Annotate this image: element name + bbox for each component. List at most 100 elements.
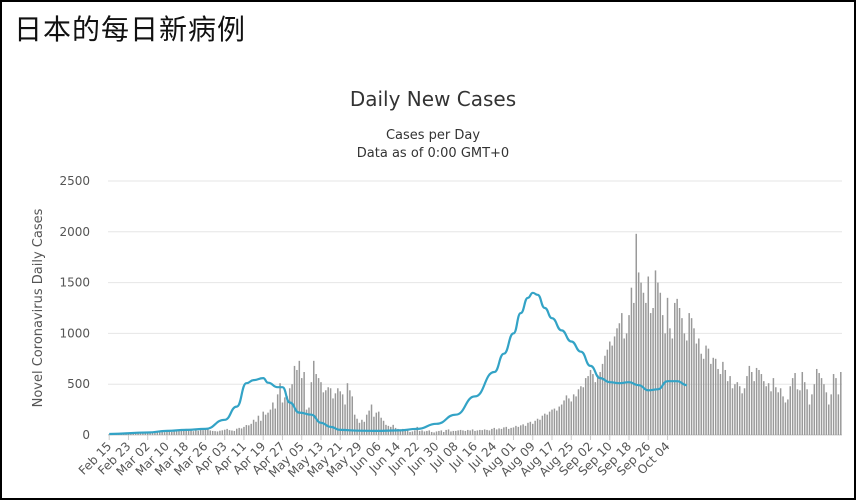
bar bbox=[430, 431, 433, 435]
bar bbox=[216, 431, 219, 435]
bar bbox=[820, 378, 823, 435]
bar bbox=[659, 292, 662, 435]
bar bbox=[832, 374, 835, 435]
bar bbox=[763, 381, 765, 435]
bar bbox=[332, 398, 334, 435]
bar bbox=[409, 431, 411, 435]
bar bbox=[503, 427, 505, 435]
bar bbox=[515, 425, 517, 435]
bar bbox=[185, 428, 187, 435]
bar bbox=[779, 388, 782, 435]
bar bbox=[365, 414, 368, 435]
bar bbox=[293, 365, 296, 435]
bar bbox=[414, 430, 416, 435]
bar bbox=[565, 395, 568, 435]
bar bbox=[375, 412, 378, 435]
bar bbox=[794, 373, 796, 435]
bar bbox=[772, 378, 775, 435]
bar bbox=[187, 429, 190, 435]
bar bbox=[207, 429, 209, 435]
bar bbox=[808, 404, 811, 435]
bar bbox=[284, 397, 286, 435]
bar bbox=[630, 287, 633, 435]
bar bbox=[693, 328, 695, 435]
bar bbox=[240, 428, 243, 435]
bar bbox=[178, 430, 180, 435]
bar bbox=[344, 404, 346, 435]
bar bbox=[214, 431, 216, 435]
bar bbox=[803, 382, 806, 435]
bar bbox=[361, 419, 363, 435]
bar bbox=[748, 365, 751, 435]
chart-subtitle-line-1: Cases per Day bbox=[386, 128, 480, 143]
bar bbox=[625, 333, 628, 435]
bar bbox=[673, 302, 676, 435]
bar bbox=[818, 373, 820, 435]
bar bbox=[553, 408, 556, 435]
bar bbox=[652, 308, 654, 435]
bar bbox=[813, 384, 816, 435]
bar bbox=[811, 394, 813, 435]
bar bbox=[192, 431, 195, 435]
bar bbox=[738, 386, 741, 435]
bar bbox=[606, 349, 609, 435]
bar bbox=[734, 384, 736, 435]
bar bbox=[724, 369, 727, 435]
bar bbox=[248, 425, 250, 435]
bar bbox=[495, 429, 498, 435]
bar bbox=[166, 431, 168, 435]
bar bbox=[512, 427, 515, 435]
bar bbox=[640, 282, 642, 435]
bar bbox=[341, 394, 344, 435]
bar bbox=[219, 430, 221, 435]
bar bbox=[801, 372, 804, 435]
bar bbox=[279, 383, 281, 435]
bar bbox=[823, 384, 825, 435]
bar bbox=[840, 372, 842, 435]
y-tick-label: 0 bbox=[82, 428, 90, 442]
chart-subtitle-line-2: Data as of 0:00 GMT+0 bbox=[357, 146, 509, 161]
bar bbox=[276, 394, 279, 435]
bar bbox=[479, 429, 481, 435]
bar bbox=[698, 338, 700, 435]
bar bbox=[719, 374, 722, 435]
bar bbox=[310, 382, 313, 435]
bar bbox=[815, 368, 818, 435]
y-tick-label: 500 bbox=[67, 377, 90, 391]
bar bbox=[175, 430, 178, 435]
bar bbox=[714, 358, 717, 435]
moving-average-line bbox=[109, 291, 687, 436]
bar bbox=[325, 390, 327, 435]
bar bbox=[329, 388, 332, 435]
bar bbox=[498, 428, 500, 435]
bar bbox=[628, 315, 630, 435]
bar bbox=[464, 430, 467, 435]
bar bbox=[587, 376, 589, 435]
y-axis-ticks: 0 500 1000 1500 2000 2500 bbox=[59, 174, 90, 442]
bar bbox=[791, 378, 794, 435]
bar bbox=[158, 432, 161, 435]
bar bbox=[346, 383, 349, 435]
bar bbox=[320, 382, 322, 435]
bar bbox=[426, 430, 428, 435]
bar bbox=[546, 414, 548, 435]
bar bbox=[380, 417, 382, 435]
bar bbox=[770, 391, 772, 435]
bar bbox=[645, 302, 647, 435]
bar bbox=[558, 406, 560, 435]
bar bbox=[211, 430, 214, 435]
bar bbox=[633, 302, 635, 435]
bar bbox=[173, 431, 175, 435]
bar bbox=[288, 388, 291, 435]
bar bbox=[582, 387, 585, 435]
bar bbox=[532, 423, 534, 435]
bar bbox=[837, 394, 840, 435]
bar bbox=[584, 378, 587, 435]
bar bbox=[775, 387, 777, 435]
bar bbox=[223, 429, 226, 435]
bar bbox=[317, 378, 320, 435]
bar bbox=[623, 338, 625, 435]
bar bbox=[154, 432, 156, 435]
y-tick-label: 2000 bbox=[59, 225, 90, 239]
bar bbox=[236, 428, 238, 435]
